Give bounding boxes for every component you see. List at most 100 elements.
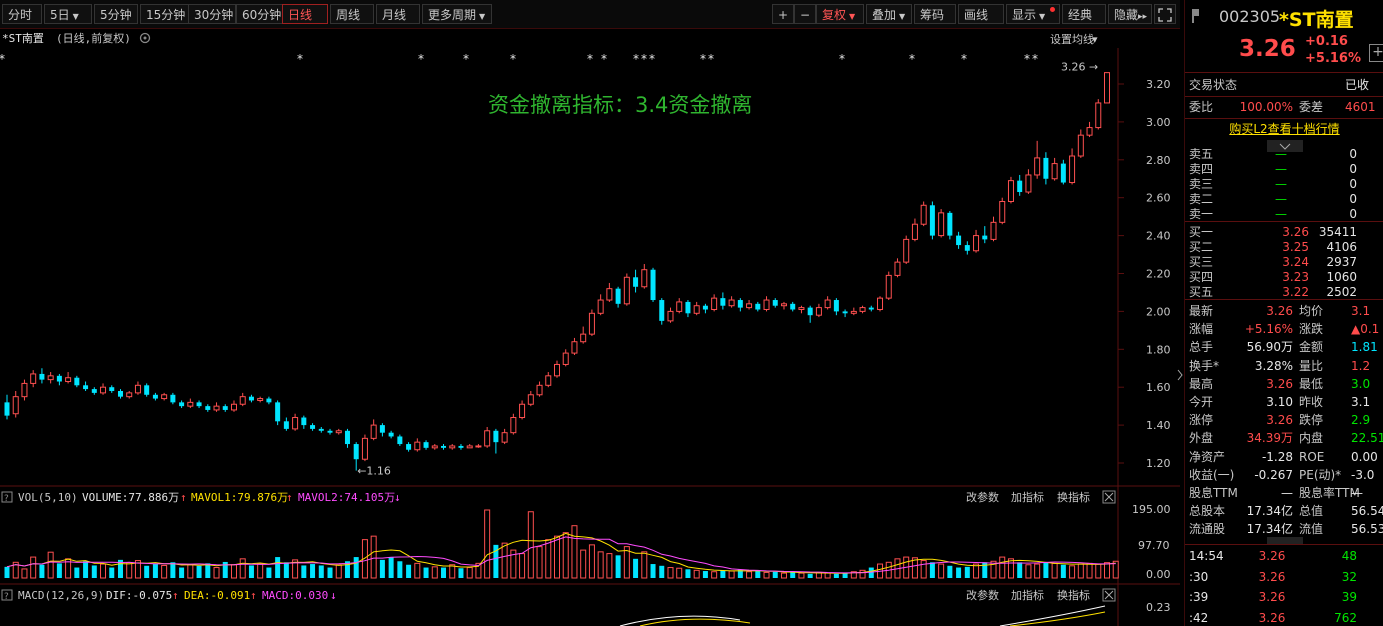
stat-value: 3.0 — [1351, 376, 1371, 391]
tab-label: 叠加 — [872, 8, 897, 22]
stat-label: 总值 — [1299, 504, 1324, 519]
bid-volume: 4106 — [1326, 240, 1357, 254]
candle — [956, 231, 962, 249]
signal-star-icon: * — [633, 52, 639, 66]
volume-bar — [144, 565, 150, 578]
y-tick-label: 1.20 — [1146, 457, 1171, 470]
volume-bar — [4, 566, 10, 578]
collapse-button[interactable] — [1267, 140, 1303, 152]
candle — [615, 286, 621, 308]
candle — [842, 309, 848, 318]
ask-label: 卖五 — [1189, 147, 1214, 161]
stat-row: 收益(一) -0.267 PE(动)* -3.0 — [1185, 466, 1383, 484]
candle — [170, 392, 176, 405]
macd-close-icon[interactable] — [1102, 588, 1116, 602]
period-weekly-tab[interactable]: 周线 — [330, 4, 374, 24]
chips-button[interactable]: 筹码 — [914, 4, 956, 24]
kline-chart[interactable]: *ST南置 (日线,前复权) 设置均线 ▾ 资金撤离指标：3.4资金撤离 3.2… — [0, 28, 1180, 626]
period-daily-tab[interactable]: 日线 — [282, 4, 328, 24]
volume-bar — [850, 571, 857, 579]
volume-bar — [1007, 558, 1014, 579]
period-monthly-tab[interactable]: 月线 — [376, 4, 420, 24]
stock-name: *ST南置 — [1279, 9, 1354, 31]
add-watchlist-button[interactable]: + — [1369, 44, 1383, 62]
volume-bar — [301, 565, 307, 578]
adjust-dropdown[interactable]: 复权 ▼ — [816, 4, 864, 24]
candle — [667, 307, 674, 323]
volume-bar — [1104, 562, 1110, 579]
hide-button[interactable]: 隐藏▸▸ — [1108, 4, 1152, 24]
period-30min-tab[interactable]: 30分钟 — [188, 4, 236, 24]
volume-bar — [91, 565, 97, 578]
signal-star-icon: * — [601, 52, 607, 66]
macd-edit-params-button[interactable]: 改参数 — [966, 588, 999, 602]
period-5day-tab[interactable]: 5日 ▼ — [44, 4, 92, 24]
classic-button[interactable]: 经典 — [1062, 4, 1106, 24]
candle — [458, 444, 464, 450]
candle — [449, 444, 456, 450]
signal-star-icon: * — [418, 52, 424, 66]
candle — [335, 428, 342, 435]
period-60min-tab[interactable]: 60分钟 — [236, 4, 284, 24]
stat-label: 换手* — [1189, 358, 1220, 373]
candle — [74, 375, 80, 388]
vol-switch-indicator-button[interactable]: 换指标 — [1057, 490, 1090, 504]
l2-link[interactable]: 购买L2查看十档行情 — [1229, 122, 1340, 136]
plus-icon: + — [1372, 44, 1383, 60]
collapse-handle[interactable] — [1267, 537, 1303, 545]
macd-switch-indicator-button[interactable]: 换指标 — [1057, 588, 1090, 602]
bid-row: 买二 3.25 4106 — [1185, 238, 1383, 256]
period-5min-tab[interactable]: 5分钟 — [94, 4, 138, 24]
zoom-out-button[interactable]: − — [794, 4, 816, 24]
volume-bar — [973, 563, 980, 579]
vol-add-indicator-button[interactable]: 加指标 — [1011, 490, 1044, 504]
draw-line-button[interactable]: 画线 — [958, 4, 1004, 24]
volume-bar — [842, 573, 848, 578]
stat-label: 最高 — [1189, 376, 1214, 391]
candle — [780, 301, 787, 310]
vol-edit-params-button[interactable]: 改参数 — [966, 490, 999, 504]
weibi-row: 委比 100.00% 委差 4601 — [1185, 98, 1383, 116]
settings-gear-icon[interactable] — [139, 32, 151, 44]
vol-close-icon[interactable] — [1102, 490, 1116, 504]
macd-add-indicator-button[interactable]: 加指标 — [1011, 588, 1044, 602]
candle — [213, 402, 220, 412]
l2-row: 购买L2查看十档行情 — [1185, 120, 1383, 138]
stat-row: 最高 3.26 最低 3.0 — [1185, 375, 1383, 393]
zoom-in-button[interactable]: + — [772, 4, 794, 24]
period-intraday-tab[interactable]: 分时 — [2, 4, 42, 24]
stat-value: -1.28 — [1261, 449, 1293, 464]
ma-settings-button[interactable]: 设置均线 — [1050, 32, 1094, 46]
volume-bar — [641, 551, 648, 579]
bid-row: 买五 3.22 2502 — [1185, 283, 1383, 301]
volume-bar — [685, 569, 691, 578]
help-icon[interactable] — [1, 589, 13, 601]
candle — [379, 423, 385, 437]
period-15min-tab[interactable]: 15分钟 — [140, 4, 190, 24]
overlay-dropdown[interactable]: 叠加 ▼ — [866, 4, 912, 24]
y-tick-label: 1.80 — [1146, 343, 1171, 356]
help-icon[interactable] — [1, 491, 13, 503]
volume-bar — [179, 567, 185, 578]
candle — [56, 373, 62, 386]
more-periods-dropdown[interactable]: 更多周期 ▼ — [422, 4, 492, 24]
volume-bar — [824, 572, 831, 579]
ask-row: 卖一 — 0 — [1185, 205, 1383, 223]
stat-value: 1.81 — [1351, 340, 1378, 355]
candle — [510, 413, 517, 435]
candle — [868, 305, 874, 312]
up-arrow-icon: ↑ — [172, 589, 179, 602]
panel-splitter-handle[interactable] — [1177, 360, 1183, 390]
volume-bar — [920, 560, 927, 579]
expand-button[interactable] — [1154, 4, 1176, 24]
volume-bar — [833, 573, 839, 578]
display-dropdown[interactable]: 显示 ▼ — [1006, 4, 1060, 24]
volume-bar — [868, 567, 874, 578]
candle — [798, 305, 805, 314]
candle — [641, 264, 648, 289]
stat-value: 2.9 — [1351, 413, 1371, 428]
tick-time: :42 — [1189, 610, 1209, 625]
bid-row: 买四 3.23 1060 — [1185, 268, 1383, 286]
volume-bar — [161, 564, 168, 579]
candle — [938, 209, 945, 238]
